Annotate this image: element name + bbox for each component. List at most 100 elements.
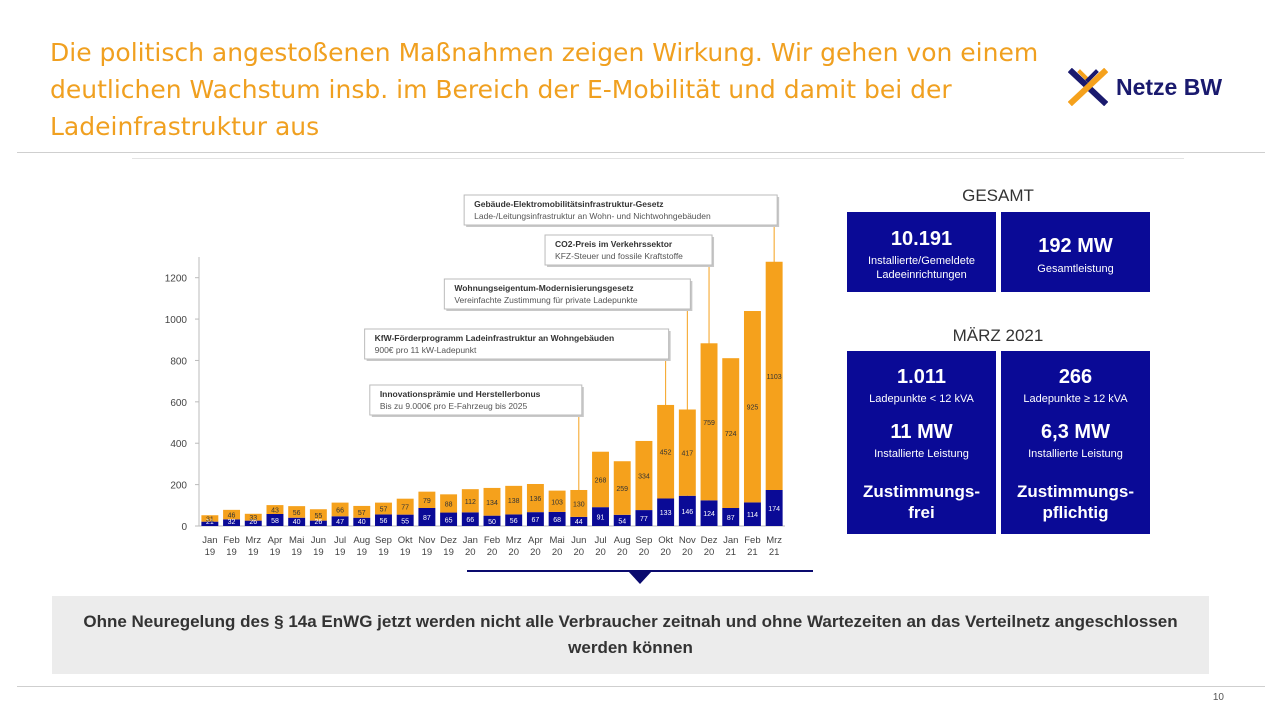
x-tick-label: Okt [398, 535, 413, 546]
header-divider [17, 152, 1265, 153]
footer-divider [17, 686, 1265, 687]
bar-segment-orange [722, 358, 740, 508]
bar-segment-navy [743, 502, 761, 526]
bar-value-label-navy: 26 [249, 519, 257, 526]
x-tick-label-year: 19 [270, 547, 281, 558]
bar-segment-orange [375, 502, 392, 515]
maerz-left-box: 1.011 Ladepunkte < 12 kVA 11 MW Installi… [847, 351, 996, 534]
x-tick-label: Sep [375, 535, 392, 546]
x-tick-label-year: 20 [508, 547, 519, 558]
bar-value-label-orange: 1103 [767, 374, 782, 381]
bar-segment-navy [418, 507, 436, 526]
maerz-right-power-label: Installierte Leistung [1028, 448, 1123, 460]
bar-segment-navy [396, 514, 414, 526]
x-tick-label-year: 19 [422, 547, 433, 558]
x-tick-label: Jan [463, 535, 478, 546]
x-tick-label: Nov [418, 535, 435, 546]
bar-segment-navy [548, 511, 566, 526]
bar-value-label-navy: 21 [206, 519, 214, 526]
bar-value-label-orange: 136 [530, 496, 542, 503]
x-tick-label-year: 20 [682, 547, 693, 558]
annotation-subtitle: 900€ pro 11 kW-Ladepunkt [375, 345, 477, 355]
bar-value-label-navy: 44 [575, 519, 583, 526]
annotation-box [364, 328, 670, 360]
y-tick-label: 200 [170, 481, 187, 492]
x-tick-label-year: 19 [291, 547, 302, 558]
annotation-title: Innovationsprämie und Herstellerbonus [380, 389, 541, 399]
y-tick-label: 400 [170, 439, 187, 450]
x-tick-label: Apr [528, 535, 543, 546]
maerz-left-status: Zustimmungs-frei [862, 482, 981, 522]
annotation-box [463, 194, 778, 226]
x-tick-label-year: 20 [595, 547, 606, 558]
gesamt-count-box: 10.191 Installierte/Gemeldete Ladeeinric… [847, 212, 996, 292]
bar-segment-orange [613, 461, 631, 515]
x-tick-label-year: 21 [769, 547, 780, 558]
bar-value-label-orange: 57 [380, 507, 388, 514]
bar-value-label-orange: 43 [271, 508, 279, 515]
bar-segment-navy [505, 514, 523, 526]
x-tick-label: Jun [311, 535, 326, 546]
x-tick-label: Sep [635, 535, 652, 546]
bar-value-label-navy: 174 [768, 506, 780, 513]
bar-segment-navy [309, 520, 327, 526]
bar-value-label-navy: 124 [703, 511, 715, 518]
bar-segment-orange [309, 509, 327, 521]
maerz-right-count-value: 266 [1058, 366, 1093, 388]
bar-value-label-orange: 57 [358, 510, 366, 517]
bar-value-label-orange: 925 [747, 405, 759, 412]
bar-value-label-navy: 40 [293, 519, 301, 526]
bar-value-label-navy: 114 [747, 512, 758, 519]
x-tick-label: Feb [484, 535, 500, 546]
bar-value-label-navy: 54 [618, 518, 626, 525]
x-tick-label: Aug [614, 535, 631, 546]
bar-value-label-orange: 55 [314, 513, 322, 520]
x-tick-label-year: 19 [400, 547, 411, 558]
bar-segment-navy [592, 507, 609, 526]
bar-value-label-orange: 79 [423, 498, 431, 505]
gesamt-label: GESAMT [962, 186, 1034, 205]
bar-segment-navy [461, 512, 479, 526]
y-tick-label: 800 [170, 356, 187, 367]
x-tick-label: Jun [571, 535, 586, 546]
bar-segment-orange [396, 498, 414, 515]
x-tick-label-year: 19 [205, 547, 216, 558]
bar-value-label-orange: 88 [445, 501, 453, 508]
annotation-subtitle: Vereinfachte Zustimmung für private Lade… [454, 295, 638, 305]
x-tick-label: Dez [440, 535, 457, 546]
x-tick-label: Jan [202, 535, 217, 546]
x-tick-label: Mrz [506, 535, 522, 546]
bar-value-label-navy: 67 [532, 517, 540, 524]
y-tick-label: 1000 [165, 315, 188, 326]
bar-segment-orange [353, 505, 371, 518]
x-tick-label: Mai [549, 535, 564, 546]
bar-segment-orange [526, 483, 544, 513]
gesamt-count-label: Installierte/Gemeldete Ladeeinrichtungen [868, 255, 975, 281]
bar-segment-orange [331, 502, 349, 517]
bar-segment-navy [722, 507, 740, 526]
bar-segment-orange [700, 343, 718, 501]
x-tick-label-year: 20 [639, 547, 650, 558]
bar-segment-orange [288, 506, 306, 518]
x-tick-label-year: 19 [226, 547, 237, 558]
bar-segment-navy [635, 510, 653, 526]
bar-segment-orange [418, 491, 436, 508]
bar-segment-navy [353, 517, 371, 526]
bar-value-label-navy: 65 [445, 517, 453, 524]
y-tick-label: 600 [170, 398, 187, 409]
bar-value-label-orange: 259 [616, 486, 628, 493]
y-tick-label: 0 [181, 522, 187, 533]
bar-value-label-navy: 66 [466, 517, 474, 524]
bar-segment-navy [331, 516, 349, 526]
bar-value-label-navy: 68 [553, 517, 561, 524]
bar-value-label-navy: 50 [488, 519, 496, 526]
bar-segment-navy [244, 520, 262, 526]
bar-value-label-navy: 87 [423, 515, 431, 522]
bar-value-label-orange: 31 [206, 516, 214, 523]
bar-segment-orange [635, 440, 653, 511]
bar-value-label-orange: 452 [660, 450, 672, 457]
x-tick-label-year: 20 [574, 547, 585, 558]
bar-segment-orange [678, 409, 696, 496]
brand-logo: Netze BW [1068, 68, 1222, 106]
bar-value-label-navy: 56 [510, 518, 518, 525]
